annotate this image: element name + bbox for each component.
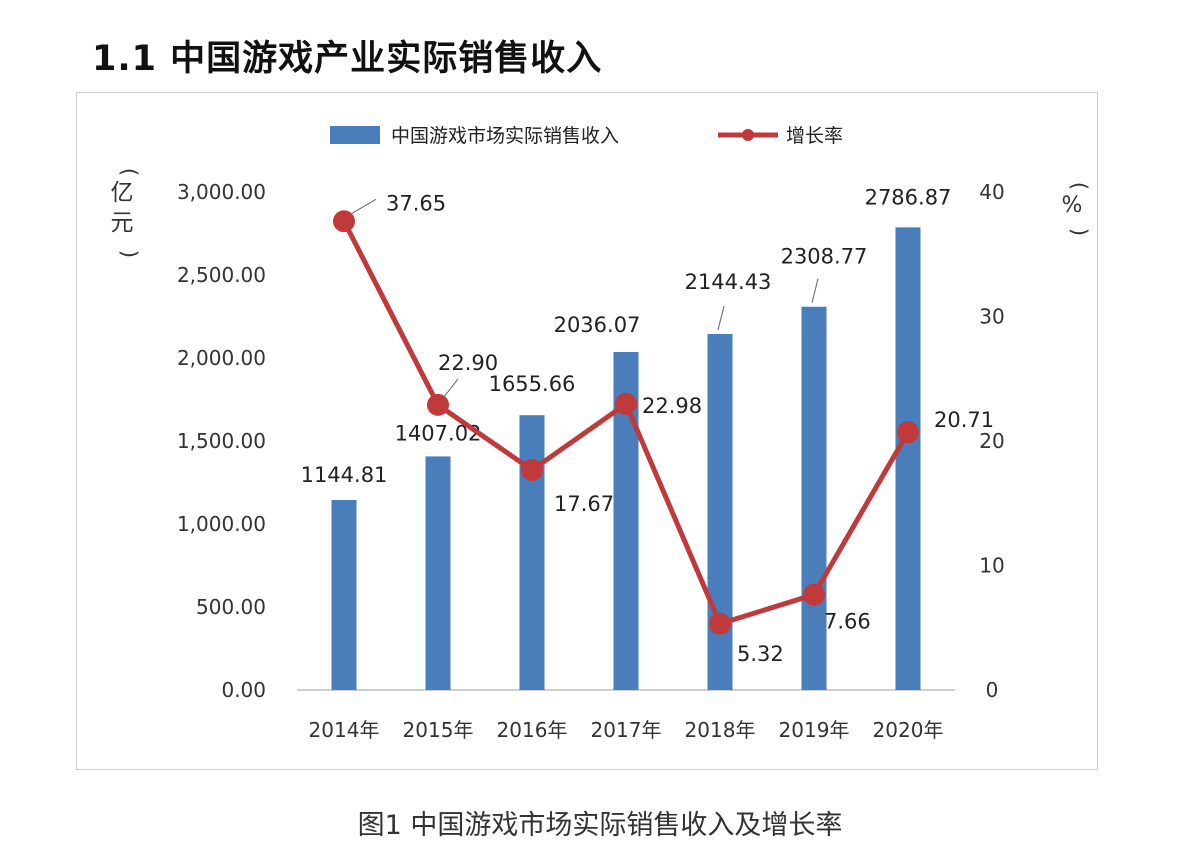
growth-value-label: 22.98: [642, 394, 702, 418]
bar-value-label: 2036.07: [554, 313, 641, 337]
figure-caption: 图1 中国游戏市场实际销售收入及增长率: [357, 810, 843, 841]
y-tick-label: 0.00: [221, 678, 266, 702]
bar-value-label: 2308.77: [781, 245, 868, 269]
y2-tick-label: 20: [979, 429, 1004, 453]
growth-label-leader: [351, 198, 377, 214]
growth-point-2020年: [897, 421, 919, 444]
growth-point-2014年: [333, 210, 355, 233]
bar-2019年: [801, 306, 827, 690]
y-tick-label: 1,500.00: [177, 429, 266, 453]
bar-2016年: [519, 415, 545, 690]
bar-value-label: 1144.81: [301, 463, 388, 487]
growth-value-label: 5.32: [737, 642, 784, 666]
growth-label-leader: [443, 378, 459, 398]
growth-point-2017年: [615, 392, 637, 415]
y-tick-label: 500.00: [196, 595, 266, 619]
bar-2014年: [331, 499, 357, 690]
x-tick-label: 2015年: [403, 718, 474, 742]
growth-value-label: 20.71: [934, 408, 994, 432]
combo-chart: 中国游戏市场实际销售收入 增长率 ( 亿元) (%) 0.00 500.00 1,000.00…: [111, 125, 1092, 742]
x-tick-label: 2014年: [309, 718, 380, 742]
x-tick-label: 2019年: [779, 718, 850, 742]
y2-tick-label: 10: [979, 554, 1004, 578]
y-axis-label-char: 元: [111, 210, 134, 236]
bar-label-leader: [811, 278, 819, 303]
y-axis-paren-close: ): [117, 250, 141, 258]
y2-tick-label: 30: [979, 305, 1004, 329]
legend-line-label: 增长率: [786, 125, 843, 147]
bar-value-label: 2786.87: [865, 185, 952, 209]
growth-value-label: 17.67: [554, 492, 614, 516]
bar-2018年: [707, 334, 733, 690]
x-tick-label: 2016年: [497, 718, 568, 742]
legend-bar-swatch: [330, 126, 380, 144]
growth-point-2016年: [521, 459, 543, 482]
y-tick-label: 3,000.00: [177, 180, 266, 204]
growth-point-2018年: [709, 612, 731, 635]
x-tick-label: 2017年: [591, 718, 662, 742]
y2-tick-label: 40: [979, 180, 1004, 204]
bar-2020年: [895, 227, 921, 690]
y-tick-label: 2,500.00: [177, 263, 266, 287]
legend-bar-label: 中国游戏市场实际销售收入: [391, 125, 619, 147]
bar-value-label: 2144.43: [685, 270, 772, 294]
x-tick-label: 2018年: [685, 718, 756, 742]
page-heading: 1.1 中国游戏产业实际销售收入: [92, 39, 603, 79]
legend-line-marker: [742, 129, 754, 141]
bar-2015年: [425, 456, 451, 690]
y2-tick-label: 0: [986, 678, 999, 702]
growth-point-2015年: [427, 393, 449, 416]
bar-label-leader: [717, 305, 725, 331]
y-tick-label: 1,000.00: [177, 512, 266, 536]
y2-axis-label: %: [1062, 193, 1083, 218]
growth-value-label: 37.65: [386, 191, 446, 215]
growth-value-label: 22.90: [438, 351, 498, 375]
y-axis-paren-open: (: [117, 168, 141, 176]
y-tick-label: 2,000.00: [177, 346, 266, 370]
bar-value-label: 1655.66: [489, 372, 576, 396]
y2-axis-paren-close: ): [1067, 228, 1091, 236]
y2-axis-paren-open: (: [1067, 182, 1091, 190]
growth-value-label: 7.66: [824, 610, 871, 634]
y-axis-label-char: 亿: [111, 180, 134, 206]
growth-point-2019年: [803, 583, 825, 606]
x-tick-label: 2020年: [873, 718, 944, 742]
